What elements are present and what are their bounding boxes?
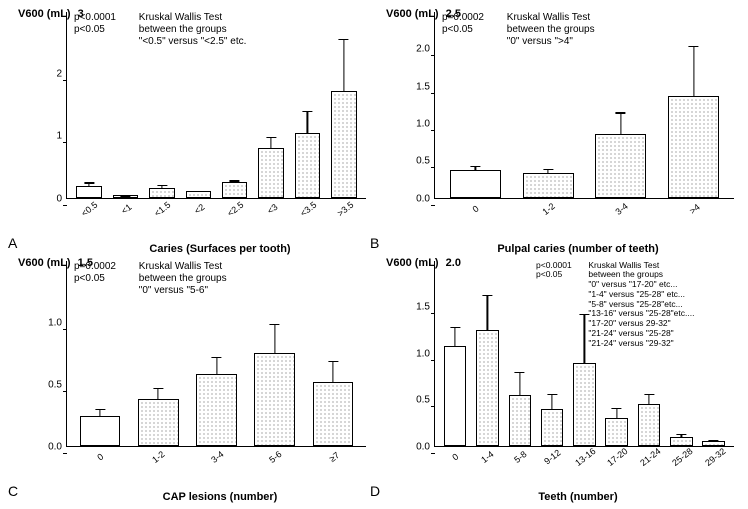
ytick-label: 2 xyxy=(32,69,62,80)
xtick-label: <2.5 xyxy=(218,193,259,231)
bar xyxy=(668,96,719,198)
bar xyxy=(254,353,295,446)
xtick-label: <1.5 xyxy=(145,193,186,231)
ytick-label: 0.5 xyxy=(400,156,430,167)
error-bar xyxy=(487,295,488,331)
ytick-label: 1.0 xyxy=(400,348,430,359)
xtick-label: 25-28 xyxy=(667,443,705,479)
bar xyxy=(509,395,532,446)
x-axis-title: Teeth (number) xyxy=(396,491,748,503)
panel-c: C V600 (mL) 1.5 p=0.0002 p<0.05 Kruskal … xyxy=(8,257,372,502)
panel-a: A V600 (mL) 3 p<0.0001 p<0.05 Kruskal Wa… xyxy=(8,8,372,253)
xtick-label: >3.5 xyxy=(327,193,368,231)
ytick-label: 0.5 xyxy=(400,395,430,406)
x-axis-title: CAP lesions (number) xyxy=(38,491,402,503)
ytick-label: 0.0 xyxy=(400,193,430,204)
error-bar xyxy=(307,111,308,134)
xtick-label: <3.5 xyxy=(291,193,332,231)
panel-letter: D xyxy=(370,483,380,499)
ytick-label: 0 xyxy=(32,193,62,204)
panel-letter: C xyxy=(8,483,18,499)
x-axis-title: Pulpal caries (number of teeth) xyxy=(396,243,748,255)
error-bar xyxy=(620,112,621,135)
error-bar xyxy=(475,166,476,171)
xtick-label: 29-32 xyxy=(699,443,737,479)
bar xyxy=(638,404,661,446)
bar xyxy=(541,409,564,446)
annotation-b: p=0.0002 p<0.05 Kruskal Wallis Test betw… xyxy=(442,12,732,48)
error-bar xyxy=(713,440,714,442)
xtick-label: <2 xyxy=(181,193,222,231)
xtick-label: 21-24 xyxy=(634,443,672,479)
bar xyxy=(476,330,499,446)
error-bar xyxy=(681,434,682,438)
yticks-d: 0.00.51.01.5 xyxy=(400,261,430,448)
xlabels-d: 01-45-89-1213-1617-2021-2425-2829-32 xyxy=(434,449,734,469)
ytick-label: 1.0 xyxy=(400,118,430,129)
chart-grid: A V600 (mL) 3 p<0.0001 p<0.05 Kruskal Wa… xyxy=(8,8,740,501)
annotation-c: p=0.0002 p<0.05 Kruskal Wallis Test betw… xyxy=(74,261,364,297)
xtick-label: 13-16 xyxy=(569,443,607,479)
bar xyxy=(331,91,356,197)
error-bar xyxy=(89,182,90,187)
error-bar xyxy=(158,388,159,400)
annot-d-lines: Kruskal Wallis Test between the groups "… xyxy=(588,261,694,349)
ytick-label: 0.0 xyxy=(32,442,62,453)
bar xyxy=(605,418,628,446)
ytick-label: 1.5 xyxy=(400,302,430,313)
yticks-b: 0.00.51.01.52.0 xyxy=(400,12,430,199)
xtick-label: 1-4 xyxy=(472,443,510,479)
ytick-label: 2.0 xyxy=(400,44,430,55)
panel-b: B V600 (mL) 2.5 p=0.0002 p<0.05 Kruskal … xyxy=(376,8,740,253)
error-bar xyxy=(198,191,199,193)
bar-slot xyxy=(504,261,536,447)
annot-line: "21-24" versus "29-32" xyxy=(588,339,694,349)
bar-slot xyxy=(471,261,503,447)
ytick-label: 1.5 xyxy=(400,81,430,92)
x-axis-title: Caries (Surfaces per tooth) xyxy=(38,243,402,255)
annotation-d: p<0.0001 p<0.05 Kruskal Wallis Test betw… xyxy=(536,261,732,349)
error-bar xyxy=(100,409,101,417)
xtick-label: 5-8 xyxy=(504,443,542,479)
error-bar xyxy=(270,137,271,149)
error-bar xyxy=(234,180,235,183)
xtick-label: <1 xyxy=(108,193,149,231)
panel-d: D V600 (mL) 2.0 p<0.0001 p<0.05 Kruskal … xyxy=(376,257,740,502)
error-bar xyxy=(548,169,549,174)
error-bar xyxy=(455,327,456,347)
error-bar xyxy=(161,185,162,189)
bar xyxy=(196,374,237,446)
xtick-label: <3 xyxy=(254,193,295,231)
xtick-label: 0 xyxy=(440,443,478,479)
panel-letter: B xyxy=(370,235,379,251)
xlabels-a: <0.5<1<1.5<2<2.5<3<3.5>3.5 xyxy=(66,201,366,221)
xtick-label: 17-20 xyxy=(602,443,640,479)
bar xyxy=(258,148,283,197)
annotation-a: p<0.0001 p<0.05 Kruskal Wallis Test betw… xyxy=(74,12,364,48)
error-bar xyxy=(616,408,617,419)
error-bar xyxy=(274,324,275,354)
bar xyxy=(573,363,596,446)
ytick-label: 1.0 xyxy=(32,317,62,328)
ytick-label: 0.5 xyxy=(32,379,62,390)
bar xyxy=(313,382,354,446)
bar-slot xyxy=(439,261,471,447)
yticks-a: 012 xyxy=(32,12,62,199)
xlabels-c: 01-23-45-6≥7 xyxy=(66,449,366,469)
error-bar xyxy=(216,357,217,375)
error-bar xyxy=(649,394,650,405)
error-bar xyxy=(552,394,553,410)
bar xyxy=(444,346,467,446)
xlabels-b: 01-23-4>4 xyxy=(434,201,734,221)
ytick-label: 1 xyxy=(32,131,62,142)
yticks-c: 0.00.51.0 xyxy=(32,261,62,448)
ytick-label: 0.0 xyxy=(400,442,430,453)
bar xyxy=(295,133,320,198)
error-bar xyxy=(693,46,694,97)
error-bar xyxy=(519,372,520,396)
error-bar xyxy=(332,361,333,383)
panel-letter: A xyxy=(8,235,17,251)
xtick-label: 9-12 xyxy=(537,443,575,479)
xtick-label: <0.5 xyxy=(72,193,113,231)
